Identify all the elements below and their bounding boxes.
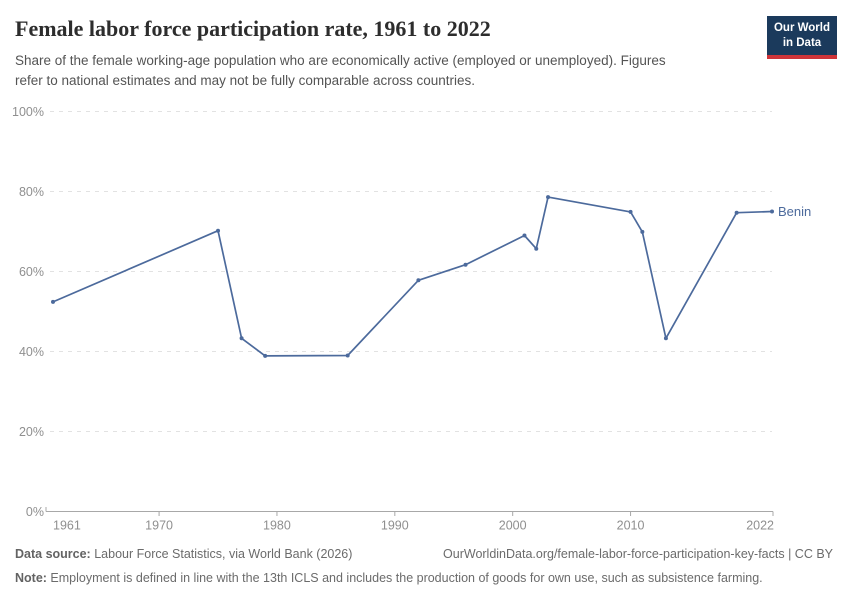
- data-point[interactable]: [770, 209, 774, 214]
- y-axis: 0% 20% 40% 60% 80% 100%: [12, 105, 772, 519]
- data-point[interactable]: [263, 353, 268, 358]
- data-point[interactable]: [628, 209, 633, 214]
- note-text: Employment is defined in line with the 1…: [46, 570, 763, 585]
- x-tick-label: 2010: [617, 519, 645, 533]
- chart-footer: Data source: Labour Force Statistics, vi…: [15, 546, 833, 587]
- x-tick-label: 1970: [145, 519, 173, 533]
- data-point[interactable]: [734, 210, 739, 215]
- data-point[interactable]: [546, 195, 551, 200]
- subtitle-line-1: Share of the female working-age populati…: [15, 53, 666, 69]
- data-source-text: Labour Force Statistics, via World Bank …: [90, 547, 353, 561]
- y-tick-label: 60%: [19, 265, 44, 279]
- owid-logo-line2: in Data: [782, 36, 822, 49]
- x-tick-label: 1961: [53, 519, 81, 533]
- footer-source-row: Data source: Labour Force Statistics, vi…: [15, 546, 833, 563]
- subtitle-line-2: refer to national estimates and may not …: [15, 72, 475, 88]
- data-point[interactable]: [239, 336, 244, 341]
- data-point[interactable]: [416, 278, 421, 283]
- series-end-label[interactable]: Benin: [778, 204, 811, 219]
- data-point[interactable]: [216, 228, 221, 233]
- note-label: Note:: [15, 570, 47, 585]
- chart-header: Female labor force participation rate, 1…: [15, 16, 835, 90]
- data-point[interactable]: [51, 299, 55, 304]
- x-tick-label: 1990: [381, 519, 409, 533]
- x-tick-label: 2022: [746, 519, 774, 533]
- data-point[interactable]: [534, 246, 539, 251]
- y-tick-label: 80%: [19, 185, 44, 199]
- chart-area[interactable]: 0% 20% 40% 60% 80% 100% 1961 1970 1980 1990 2000 20…: [0, 95, 850, 540]
- x-tick-label: 2000: [499, 519, 527, 533]
- data-point[interactable]: [663, 336, 668, 341]
- owid-url-link[interactable]: OurWorldinData.org/female-labor-force-pa…: [443, 547, 833, 561]
- series-line[interactable]: [52, 196, 773, 357]
- owid-logo[interactable]: Our World in Data: [767, 16, 837, 59]
- x-axis: 1961 1970 1980 1990 2000 2010 2022: [45, 507, 774, 533]
- footer-note-row: Note: Employment is defined in line with…: [15, 570, 833, 587]
- y-tick-label: 0%: [26, 505, 44, 519]
- page-title: Female labor force participation rate, 1…: [15, 16, 491, 41]
- data-source-label: Data source:: [15, 547, 91, 561]
- data-point[interactable]: [640, 229, 645, 234]
- line-chart-canvas: 0% 20% 40% 60% 80% 100% 1961 1970 1980 1990 2000 20…: [12, 105, 811, 533]
- y-tick-label: 40%: [19, 345, 44, 359]
- owid-logo-line1: Our World: [773, 22, 830, 34]
- data-point[interactable]: [463, 262, 468, 267]
- y-tick-label: 100%: [12, 105, 44, 119]
- data-point[interactable]: [522, 233, 527, 238]
- series-benin: Benin: [51, 195, 811, 358]
- data-point[interactable]: [345, 353, 350, 358]
- y-tick-label: 20%: [19, 425, 44, 439]
- data-source: Data source: Labour Force Statistics, vi…: [15, 546, 352, 563]
- x-tick-label: 1980: [263, 519, 291, 533]
- chart-subtitle: Share of the female working-age populati…: [15, 51, 835, 89]
